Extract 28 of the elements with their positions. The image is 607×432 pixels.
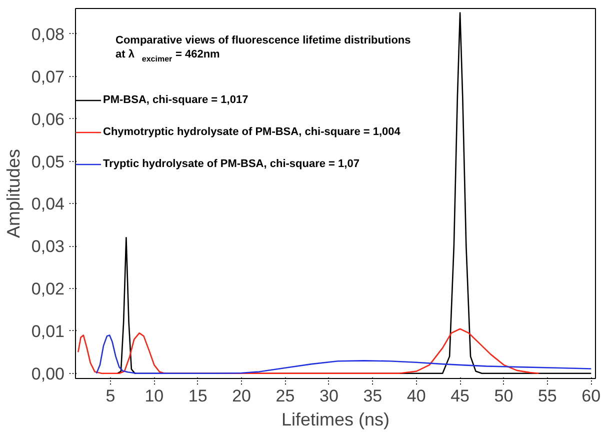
y-tick-label: 0,04 [31,194,65,214]
y-tick-label: 0,07 [31,67,65,86]
x-axis-title: Lifetimes (ns) [281,410,390,430]
legend-label: Tryptic hydrolysate of PM-BSA, chi-square = 1,07 [103,158,360,170]
y-tick-label: 0,03 [31,237,65,256]
x-tick-label: 10 [144,386,164,406]
y-tick-label: 0,02 [31,280,65,299]
line-series [96,334,592,374]
y-tick-label: 0,08 [31,24,65,44]
x-tick-label: 40 [406,386,426,406]
x-tick-label: 15 [188,386,208,406]
y-tick-label: 0,05 [31,152,65,172]
x-tick-label: 20 [232,386,252,406]
legend-label: PM-BSA, chi-square = 1,017 [103,94,248,106]
x-tick-label: 55 [538,386,557,406]
text: Comparative views of fluorescence lifetime distributions [116,34,411,46]
legend-label: Chymotryptic hydrolysate of PM-BSA, chi-square = 1,004 [103,126,400,138]
x-tick-label: 50 [494,386,514,406]
x-tick-label: 60 [582,386,601,406]
x-tick-label: 5 [106,386,116,406]
x-tick-label: 30 [319,386,338,406]
y-tick-label: 0,00 [31,364,65,384]
y-axis-title: Amplitudes [3,148,24,238]
y-tick-label: 0,06 [31,110,65,129]
x-tick-label: 25 [276,386,295,406]
x-tick-label: 45 [450,386,470,406]
x-tick-label: 35 [363,386,382,406]
y-tick-label: 0,01 [31,322,65,341]
